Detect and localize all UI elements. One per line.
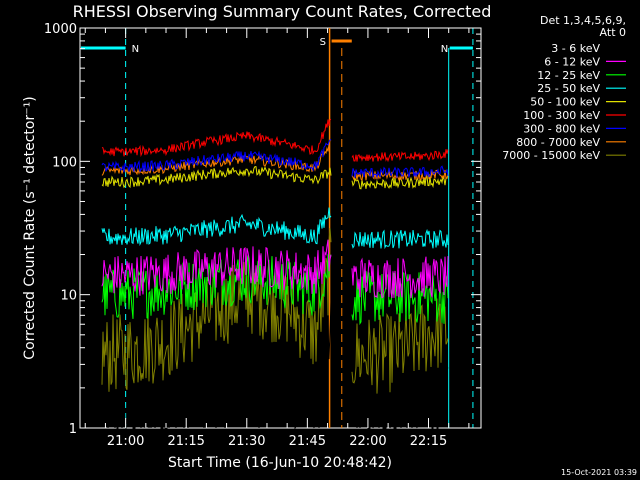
y-tick-label: 1 bbox=[69, 422, 77, 437]
legend-label: 50 - 100 keV bbox=[530, 96, 600, 109]
series-line bbox=[101, 207, 332, 247]
legend-label: 100 - 300 keV bbox=[523, 109, 600, 122]
x-axis-label: Start Time (16-Jun-10 20:48:42) bbox=[168, 455, 392, 471]
legend-label: 12 - 25 keV bbox=[537, 69, 600, 82]
series-line bbox=[101, 166, 332, 189]
timestamp: 15-Oct-2021 03:39 bbox=[561, 468, 637, 477]
legend-label: 300 - 800 keV bbox=[523, 122, 600, 135]
gap-markers bbox=[328, 28, 343, 428]
series-line bbox=[101, 301, 332, 430]
legend-label: 6 - 12 keV bbox=[544, 55, 600, 68]
legend-label: 7000 - 15000 keV bbox=[502, 149, 600, 162]
x-axis: 21:00 21:15 21:30 21:45 22:00 22:15 bbox=[84, 28, 470, 449]
x-tick-label: 22:00 bbox=[349, 434, 386, 449]
series-layer bbox=[101, 118, 449, 430]
series-line bbox=[101, 139, 332, 173]
y-tick-label: 1000 bbox=[44, 22, 77, 37]
plot-frame bbox=[79, 27, 482, 429]
chart-title: RHESSI Observing Summary Count Rates, Co… bbox=[73, 2, 492, 21]
y-axis: 1 10 100 1000 bbox=[44, 22, 481, 437]
x-tick-label: 21:30 bbox=[228, 434, 265, 449]
series-line bbox=[101, 239, 332, 296]
series-line bbox=[101, 118, 332, 158]
annotation-label: S bbox=[320, 37, 326, 48]
y-tick-label: 10 bbox=[60, 289, 77, 304]
annotation-label: N bbox=[132, 44, 139, 55]
series-line bbox=[351, 256, 449, 299]
y-axis-label: Corrected Count Rate (s⁻¹ detector⁻¹) bbox=[22, 96, 38, 359]
series-line bbox=[351, 149, 449, 163]
legend-header: Det 1,3,4,5,6,9, bbox=[540, 14, 626, 27]
series-line bbox=[351, 228, 449, 250]
x-tick-label: 21:45 bbox=[289, 434, 326, 449]
y-tick-label: 100 bbox=[52, 155, 77, 170]
legend-label: 800 - 7000 keV bbox=[516, 136, 600, 149]
x-tick-label: 21:15 bbox=[167, 434, 204, 449]
x-tick-label: 21:00 bbox=[107, 434, 144, 449]
series-line bbox=[351, 295, 449, 394]
plot-area bbox=[79, 27, 482, 429]
legend-label: 3 - 6 keV bbox=[551, 42, 600, 55]
series-line bbox=[351, 165, 449, 180]
x-tick-label: 22:15 bbox=[410, 434, 447, 449]
annotation-label: N bbox=[441, 44, 448, 55]
legend-label: 25 - 50 keV bbox=[537, 82, 600, 95]
legend-header: Att 0 bbox=[600, 26, 626, 39]
